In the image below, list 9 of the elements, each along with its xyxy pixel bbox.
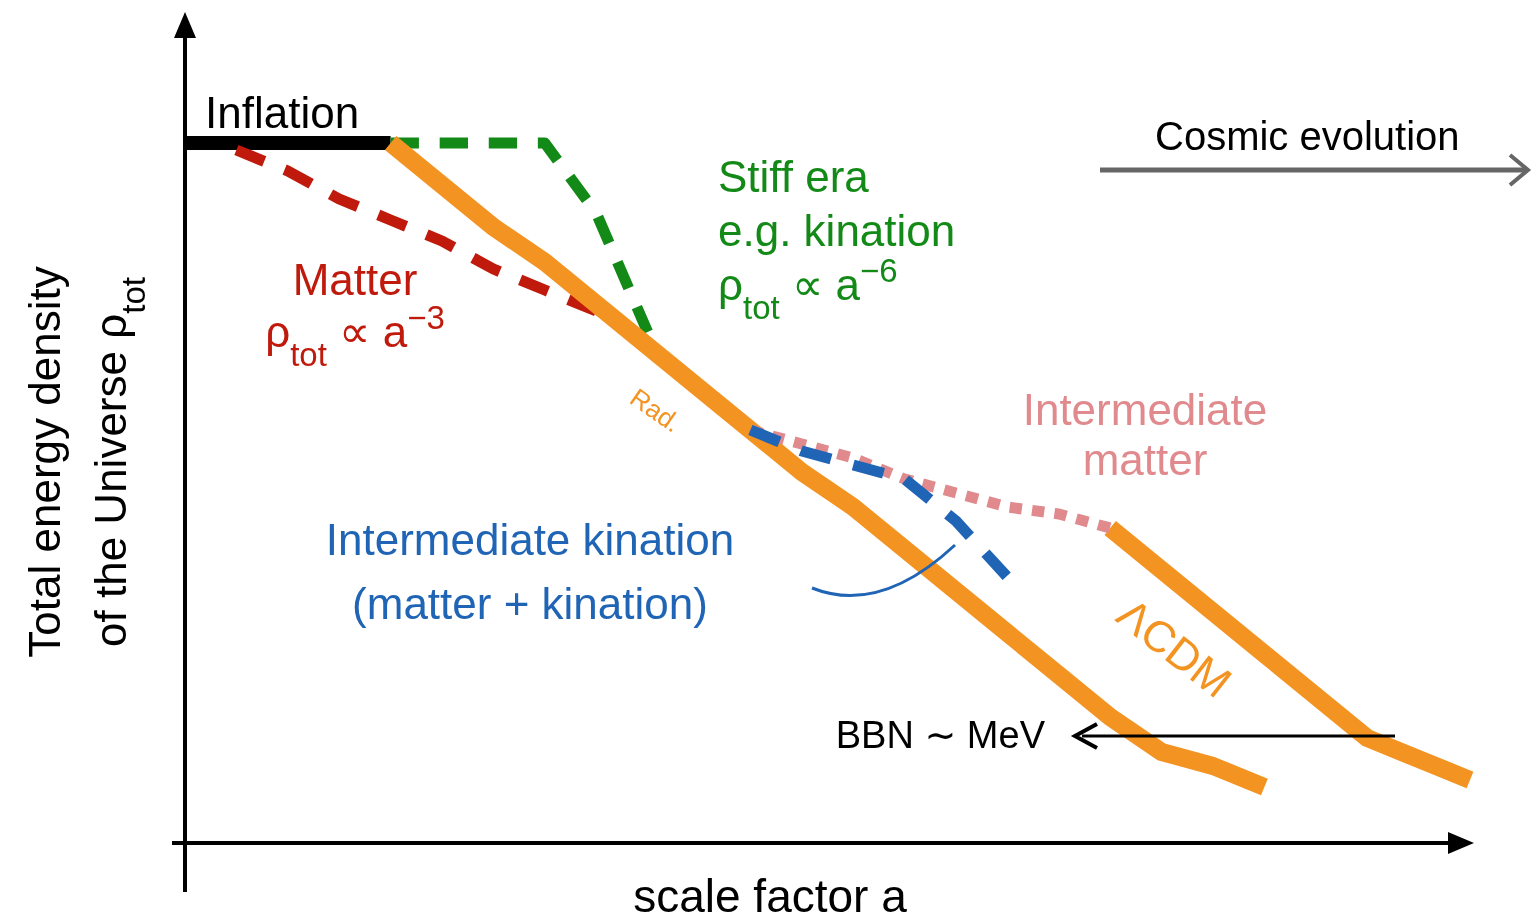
annotation: Cosmic evolution xyxy=(1155,114,1460,158)
series-label: Stiff era e.g. kination ρ$_{tot}$ ∝ a$^{−6}$ xyxy=(718,152,956,326)
legend-label: Intermediate kination (matter + kination) xyxy=(325,515,735,628)
series-label: Matter ρ$_{tot}$ ∝ a$^{−3}$ xyxy=(265,255,445,373)
series-label: Intermediate matter xyxy=(1022,385,1268,484)
x-axis-title: scale factor a xyxy=(633,870,908,919)
annotation: BBN ∼ MeV xyxy=(835,714,1046,756)
series-label: Inflation xyxy=(205,88,360,137)
annotation: Rad. xyxy=(624,382,687,439)
